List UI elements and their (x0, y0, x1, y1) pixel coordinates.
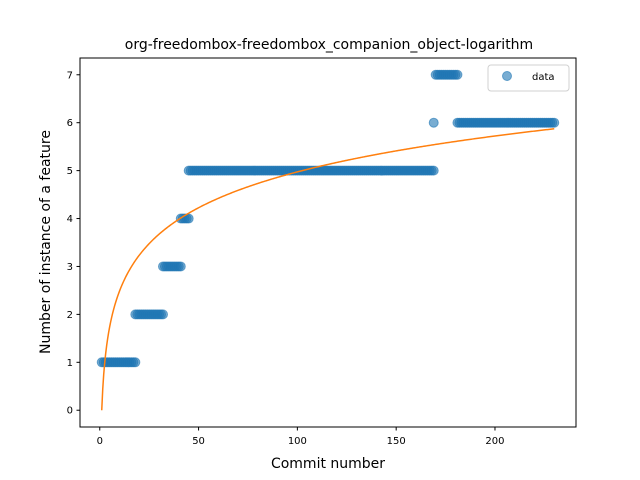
chart-title: org-freedombox-freedombox_companion_obje… (125, 37, 533, 53)
x-axis: 0 50 100 150 200 (97, 427, 505, 447)
x-tick-label: 150 (387, 436, 406, 447)
data-point (549, 117, 560, 128)
y-axis-label: Number of instance of a feature (38, 130, 54, 354)
data-point (428, 117, 439, 128)
legend-marker-data (502, 71, 512, 81)
x-tick-label: 0 (97, 436, 103, 447)
y-axis: 0 1 2 3 4 5 6 7 (67, 70, 80, 417)
data-point (175, 261, 186, 272)
x-tick-label: 100 (288, 436, 307, 447)
legend: data (487, 64, 570, 92)
y-tick-label: 7 (67, 70, 73, 81)
y-tick-label: 6 (67, 118, 73, 129)
legend-box (487, 64, 570, 92)
data-point (157, 309, 168, 320)
plot-frame (79, 57, 577, 428)
data-point (130, 357, 141, 368)
data-point (428, 165, 439, 176)
legend-label-data: data (532, 72, 555, 83)
y-tick-label: 3 (67, 262, 73, 273)
data-point (452, 69, 463, 80)
x-tick-label: 200 (485, 436, 504, 447)
plot-area (96, 69, 560, 411)
y-tick-label: 2 (67, 310, 73, 321)
x-tick-label: 50 (192, 436, 205, 447)
fit-line (100, 128, 555, 411)
y-tick-label: 5 (67, 166, 73, 177)
y-tick-label: 0 (67, 406, 73, 417)
y-tick-label: 1 (67, 358, 73, 369)
x-axis-label: Commit number (271, 456, 385, 472)
y-tick-label: 4 (67, 214, 73, 225)
